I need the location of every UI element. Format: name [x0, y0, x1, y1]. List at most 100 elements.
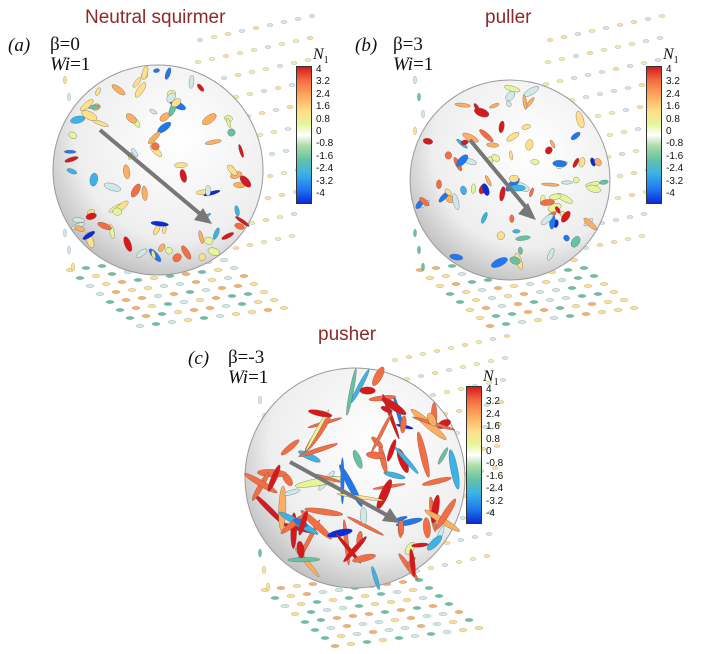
- flow-marker: [451, 282, 461, 286]
- stress-ellipsoid: [586, 184, 601, 193]
- stress-ellipsoid: [132, 77, 142, 88]
- panel-a-params: β=0 Wi=1: [50, 35, 90, 75]
- flow-marker: [263, 308, 273, 312]
- flow-marker: [320, 636, 330, 640]
- stress-ellipsoid: [496, 231, 505, 240]
- stress-ellipsoid: [509, 150, 513, 161]
- flow-marker: [199, 316, 209, 320]
- flow-marker: [567, 286, 577, 290]
- flow-marker: [101, 282, 111, 286]
- flow-marker: [211, 296, 221, 300]
- flow-marker: [306, 610, 316, 614]
- flow-marker: [509, 284, 519, 288]
- stress-ellipsoid: [89, 172, 98, 187]
- flow-marker: [328, 598, 338, 602]
- flow-marker: [208, 57, 216, 61]
- flow-marker: [544, 60, 552, 64]
- flow-marker: [229, 266, 239, 270]
- flow-marker: [597, 310, 607, 314]
- stress-ellipsoid: [335, 533, 362, 564]
- flow-marker: [151, 322, 161, 326]
- flow-marker: [405, 355, 413, 359]
- stress-ellipsoid: [491, 154, 500, 162]
- flow-marker: [280, 20, 288, 24]
- flow-marker: [278, 42, 286, 46]
- stress-ellipsoid: [561, 210, 571, 223]
- flow-marker: [638, 83, 646, 87]
- flow-marker: [330, 644, 340, 648]
- colorbar-c-ticks: 4 3.2 2.4 1.6 0.8 0 -0.8 -1.6 -2.4 -3.2 -4: [486, 384, 503, 520]
- flow-marker: [593, 292, 603, 296]
- flow-marker: [572, 54, 580, 58]
- flow-marker: [431, 266, 441, 270]
- flow-marker: [582, 95, 590, 99]
- panel-a-label: (a): [8, 35, 31, 56]
- flow-marker: [221, 304, 231, 308]
- panel-c-arrow: [289, 460, 400, 523]
- stress-ellipsoid: [555, 206, 561, 214]
- flow-marker: [473, 362, 481, 366]
- flow-marker: [579, 266, 589, 270]
- flow-marker: [153, 294, 163, 298]
- stress-ellipsoid: [197, 83, 205, 92]
- stress-ellipsoid: [547, 248, 555, 261]
- stress-ellipsoid: [343, 536, 367, 563]
- flow-marker: [458, 628, 468, 632]
- flow-marker: [276, 215, 284, 219]
- flow-marker: [503, 294, 513, 298]
- flow-marker: [640, 61, 648, 65]
- stress-ellipsoid: [422, 138, 433, 145]
- stress-ellipsoid: [148, 131, 161, 144]
- stress-ellipsoid: [417, 431, 430, 478]
- flow-marker: [626, 64, 634, 68]
- flow-marker: [284, 127, 292, 131]
- stress-ellipsoid: [599, 179, 609, 185]
- flow-marker: [457, 387, 465, 391]
- flow-marker: [483, 554, 491, 558]
- stress-ellipsoid: [82, 230, 95, 240]
- flow-marker: [454, 610, 464, 614]
- colorbar-tick: -2.4: [316, 163, 334, 175]
- flow-marker: [517, 320, 527, 324]
- flow-marker: [159, 284, 169, 288]
- colorbar-tick: 0.8: [666, 113, 680, 125]
- stress-ellipsoid: [141, 65, 149, 80]
- flow-marker: [535, 290, 545, 294]
- flow-marker: [224, 32, 232, 36]
- panel-a-arrow: [98, 128, 212, 224]
- stress-ellipsoid: [112, 207, 123, 216]
- stress-ellipsoid: [153, 68, 160, 73]
- flow-marker: [445, 368, 453, 372]
- flow-marker: [238, 29, 246, 33]
- stress-ellipsoid: [298, 443, 338, 457]
- flow-marker: [539, 308, 549, 312]
- flow-marker: [294, 17, 302, 21]
- flow-marker: [599, 282, 609, 286]
- stress-ellipsoid: [539, 199, 555, 206]
- colorbar-tick: 4: [666, 64, 672, 75]
- flow-marker: [231, 312, 241, 316]
- stress-ellipsoid: [552, 160, 567, 168]
- flow-marker: [266, 582, 270, 592]
- flow-marker: [441, 563, 449, 567]
- stress-ellipsoid: [515, 235, 531, 241]
- flow-marker: [432, 622, 442, 626]
- flow-marker: [658, 14, 666, 18]
- stress-ellipsoid: [411, 542, 429, 548]
- stress-ellipsoid: [205, 185, 211, 197]
- stress-ellipsoid: [304, 507, 343, 516]
- stress-ellipsoid: [74, 225, 85, 232]
- flow-marker: [390, 618, 400, 622]
- flow-marker: [485, 532, 493, 536]
- flow-marker: [133, 278, 143, 282]
- flow-marker: [445, 292, 455, 296]
- flow-marker: [342, 624, 352, 628]
- flow-marker: [111, 290, 121, 294]
- flow-marker: [167, 320, 177, 324]
- flow-marker: [613, 308, 623, 312]
- flow-marker: [67, 92, 71, 102]
- stress-ellipsoid: [548, 193, 562, 200]
- stress-ellipsoid: [360, 507, 368, 525]
- flow-marker: [525, 282, 535, 286]
